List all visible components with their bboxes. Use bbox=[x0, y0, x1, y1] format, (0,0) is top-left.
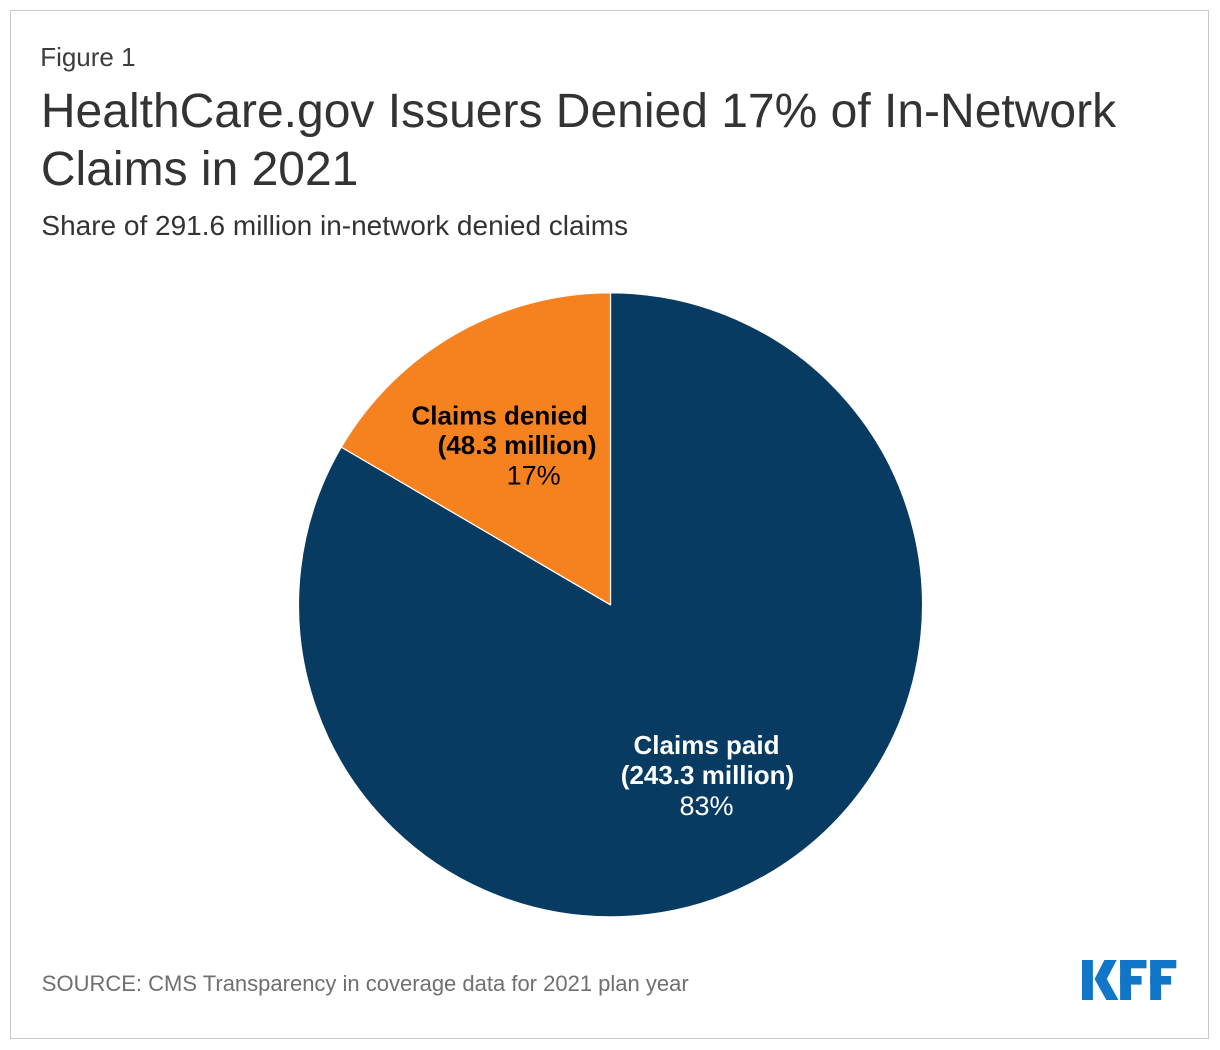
svg-text:(48.3 million): (48.3 million) bbox=[438, 430, 597, 460]
svg-text:Claims denied: Claims denied bbox=[412, 401, 588, 431]
svg-text:17%: 17% bbox=[507, 460, 561, 490]
svg-text:83%: 83% bbox=[679, 791, 733, 821]
svg-text:(243.3 million): (243.3 million) bbox=[621, 760, 794, 790]
svg-text:Claims paid: Claims paid bbox=[634, 730, 780, 760]
